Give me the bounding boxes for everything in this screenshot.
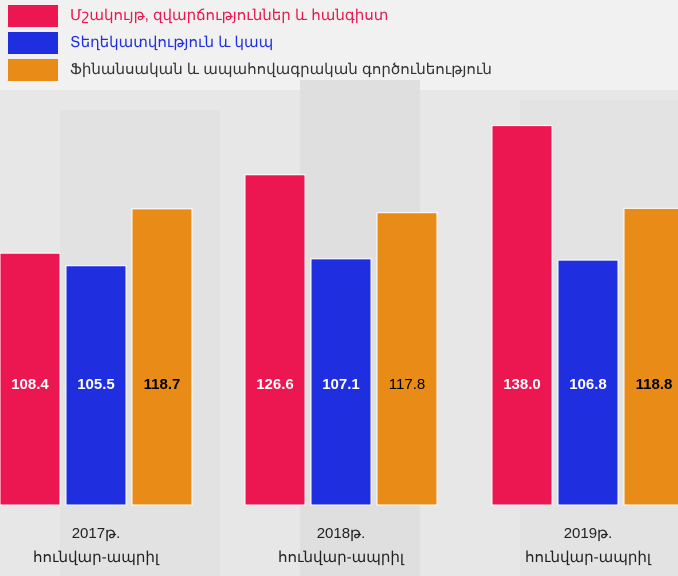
x-tick-label: հունվար-ապրիլ <box>278 549 405 566</box>
bar <box>310 258 372 506</box>
data-label: 118.8 <box>636 376 673 393</box>
bar <box>623 207 678 506</box>
data-label: 138.0 <box>503 376 541 393</box>
x-tick-label: հունվար-ապրիլ <box>33 549 160 566</box>
bar <box>0 252 61 506</box>
data-label: 106.8 <box>569 376 607 393</box>
data-label: 107.1 <box>322 376 360 393</box>
x-tick-label: 2018թ. <box>317 525 366 542</box>
bar <box>131 208 193 506</box>
legend-label: Ֆինանսական և ապահովագրական գործունեությո… <box>70 61 492 78</box>
x-tick-label: հունվար-ապրիլ <box>525 549 652 566</box>
data-label: 105.5 <box>77 376 115 393</box>
bar <box>557 259 619 506</box>
legend-label: Մշակույթ, զվարճություններ և հանգիստ <box>70 7 388 24</box>
legend-swatch <box>8 5 58 27</box>
legend-label: Տեղեկատվություն և կապ <box>70 34 273 51</box>
legend-swatch <box>8 32 58 54</box>
bar <box>491 125 553 506</box>
x-tick-label: 2019թ. <box>564 525 613 542</box>
legend-swatch <box>8 59 58 81</box>
bar <box>244 174 306 506</box>
x-tick-label: 2017թ. <box>72 525 121 542</box>
bar <box>376 212 438 506</box>
data-label: 126.6 <box>256 376 294 393</box>
data-label: 108.4 <box>11 376 49 393</box>
data-label: 117.8 <box>389 376 425 393</box>
data-label: 118.7 <box>144 376 181 393</box>
bar <box>65 265 127 506</box>
